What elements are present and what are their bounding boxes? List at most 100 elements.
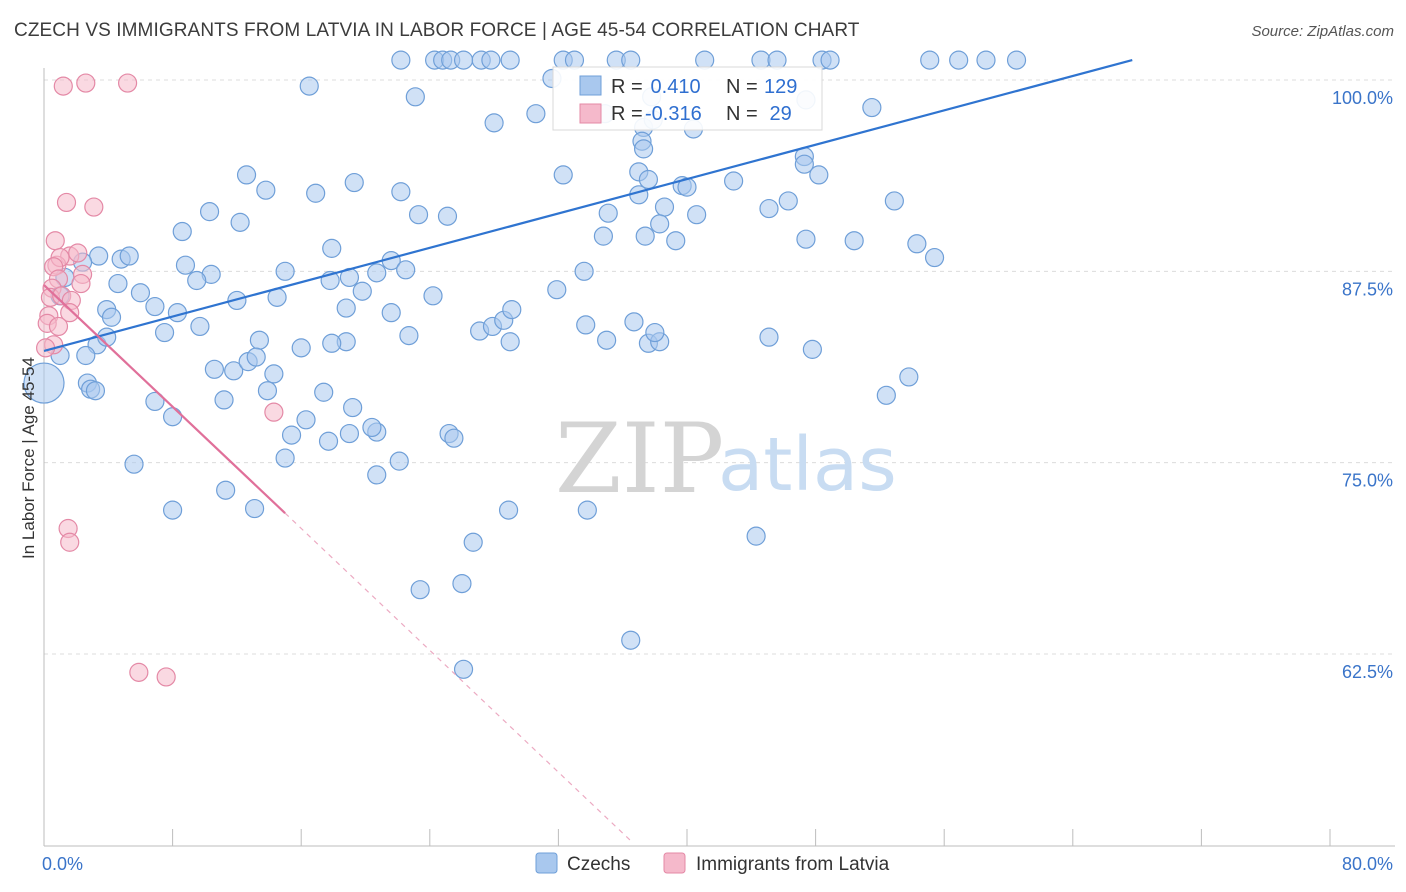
czech-point-103 — [89, 246, 109, 266]
czech-point-136 — [101, 307, 122, 327]
czech-point-4 — [453, 50, 474, 70]
czech-point-58 — [367, 263, 387, 283]
czech-point-129 — [244, 498, 265, 519]
czech-point-94 — [230, 212, 250, 232]
latvia-point-2 — [117, 73, 138, 93]
axes — [43, 68, 1395, 847]
czech-point-60 — [381, 303, 401, 323]
czech-point-73 — [645, 322, 665, 343]
czech-point-93 — [199, 202, 220, 222]
czech-point-121 — [314, 382, 334, 402]
czech-point-17 — [920, 50, 940, 70]
czech-point-144 — [246, 347, 266, 367]
czech-point-113 — [249, 330, 270, 350]
czech-point-160 — [410, 580, 430, 600]
trend-lines — [43, 59, 1133, 842]
czech-point-11 — [621, 50, 641, 70]
czech-point-16 — [820, 50, 840, 70]
czech-point-92 — [236, 165, 257, 185]
czech-point-159 — [759, 327, 779, 347]
czech-point-53 — [391, 182, 411, 202]
czech-point-40 — [778, 191, 798, 211]
czech-point-69 — [576, 315, 596, 335]
czech-point-7 — [500, 50, 520, 70]
czech-point-43 — [654, 197, 675, 217]
stats-legend-swatch-czechs — [579, 75, 602, 96]
czech-point-90 — [547, 280, 567, 300]
czech-point-91 — [256, 180, 276, 200]
czech-point-51 — [408, 205, 429, 225]
czech-point-14 — [767, 50, 787, 70]
czech-point-122 — [339, 423, 360, 444]
czech-point-55 — [306, 183, 326, 203]
czech-point-150 — [389, 451, 409, 471]
czech-point-117 — [224, 361, 244, 381]
stats-n-label-latvia: N = — [726, 103, 758, 125]
latvia-point-19 — [60, 303, 80, 323]
czech-point-85 — [650, 214, 670, 234]
czech-point-145 — [257, 381, 278, 401]
watermark-atlas: atlas — [718, 422, 897, 508]
czech-point-153 — [577, 500, 597, 520]
czech-point-35 — [638, 169, 659, 190]
latvia-point-26 — [60, 532, 80, 552]
stats-r-value-czechs: 0.410 — [645, 76, 701, 98]
stats-legend: R = 0.410 N = 129 R = -0.316 N = 29 — [552, 66, 823, 131]
legend-swatch-czechs — [535, 852, 558, 874]
czech-point-119 — [264, 364, 284, 384]
watermark: ZIP atlas — [555, 403, 897, 515]
czech-point-143 — [214, 390, 234, 410]
stats-n-label-czechs: N = — [726, 76, 758, 98]
czech-point-44 — [598, 203, 618, 223]
latvia-point-5 — [45, 231, 65, 251]
czech-point-82 — [844, 231, 864, 251]
y-tick-label-3: 62.5% — [1342, 662, 1393, 682]
czech-point-19 — [976, 50, 996, 70]
czech-point-68 — [500, 332, 520, 352]
czech-point-131 — [163, 407, 183, 427]
bottom-legend: Czechs Immigrants from Latvia — [535, 852, 890, 875]
czech-point-108 — [145, 296, 165, 317]
czech-point-59 — [396, 260, 416, 280]
czech-point-114 — [291, 338, 311, 358]
czech-point-146 — [281, 425, 302, 445]
czech-point-120 — [296, 410, 316, 430]
czech-point-52 — [437, 206, 458, 226]
czech-trend-line — [43, 59, 1133, 352]
czech-point-132 — [145, 391, 165, 412]
czech-point-125 — [444, 428, 464, 448]
x-tick-label-0: 0.0% — [42, 854, 83, 874]
czech-point-101 — [119, 246, 139, 266]
czech-point-87 — [635, 226, 655, 246]
czech-point-50 — [344, 172, 364, 193]
latvia-point-27 — [129, 662, 149, 682]
czech-point-158 — [802, 339, 822, 359]
czech-point-161 — [621, 630, 641, 650]
czech-point-127 — [367, 465, 387, 485]
czech-point-162 — [453, 659, 474, 679]
czech-point-47 — [809, 165, 829, 185]
czech-point-18 — [949, 50, 969, 70]
czech-point-45 — [687, 205, 707, 225]
czech-point-149 — [362, 417, 382, 438]
czech-point-109 — [154, 322, 175, 343]
czech-point-86 — [666, 231, 686, 251]
czech-point-154 — [463, 532, 483, 552]
czech-point-151 — [498, 500, 519, 520]
czech-point-76 — [399, 326, 419, 346]
czech-point-128 — [216, 480, 236, 500]
czech-point-83 — [884, 191, 904, 211]
latvia-point-3 — [56, 192, 77, 213]
czech-point-96 — [175, 255, 196, 275]
y-axis-label: In Labor Force | Age 45-54 — [19, 357, 38, 559]
czech-point-84 — [796, 229, 816, 249]
czech-point-152 — [746, 526, 766, 546]
latvia-trend-line — [43, 284, 286, 514]
czech-point-115 — [322, 333, 342, 353]
czech-point-27 — [484, 113, 504, 133]
latvia-point-24 — [264, 402, 284, 422]
czech-point-20 — [1006, 50, 1027, 70]
latvia-point-7 — [68, 243, 88, 263]
latvia-point-0 — [53, 76, 73, 96]
czech-point-56 — [352, 281, 372, 301]
